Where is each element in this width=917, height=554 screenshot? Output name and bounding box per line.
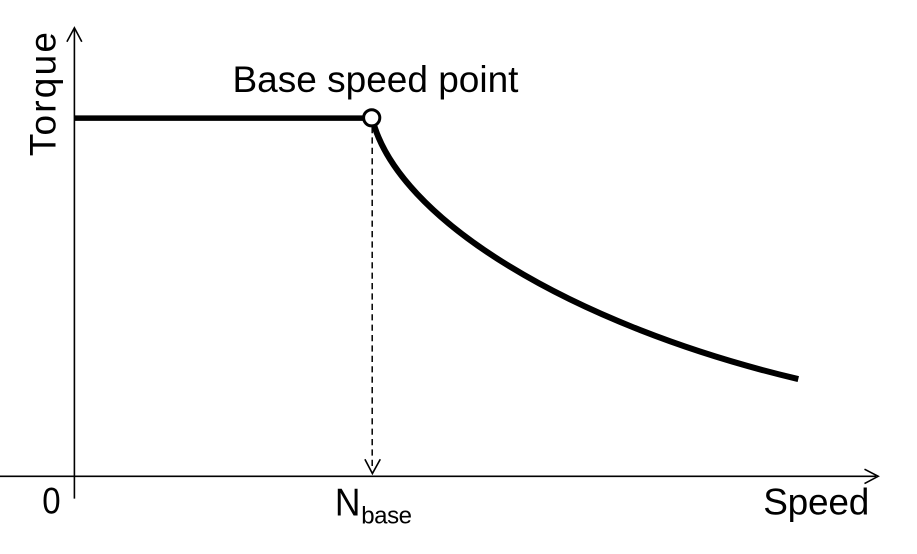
svg-text:Torque: Torque <box>23 30 64 156</box>
svg-text:base: base <box>361 503 411 530</box>
svg-text:Speed: Speed <box>763 482 869 523</box>
svg-text:Base speed point: Base speed point <box>233 59 520 100</box>
svg-text:N: N <box>335 481 361 524</box>
svg-text:0: 0 <box>42 480 60 521</box>
